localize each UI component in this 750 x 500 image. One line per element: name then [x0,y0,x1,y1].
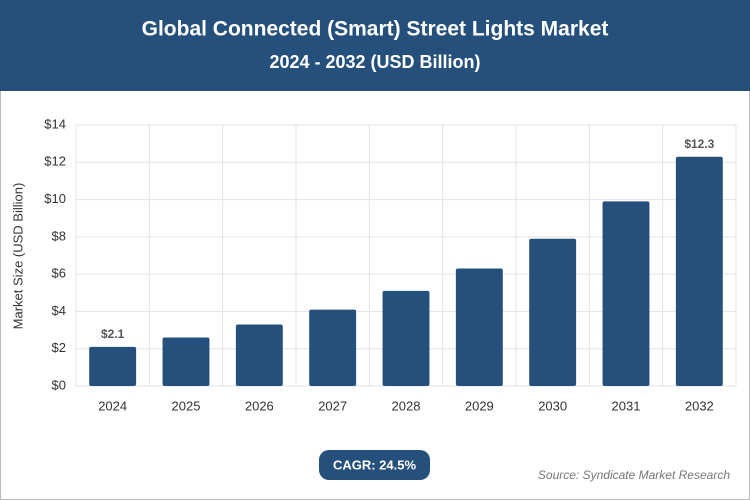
x-tick-label: 2031 [612,398,641,413]
bar [382,290,430,386]
bar [529,238,577,386]
cagr-text: CAGR: 24.5% [333,457,417,472]
y-tick-label: $10 [44,191,66,206]
x-tick-label: 2028 [392,398,421,413]
x-tick-label: 2030 [538,398,567,413]
y-tick-label: $0 [52,377,66,392]
chart-subtitle: 2024 - 2032 (USD Billion) [269,52,480,72]
y-tick-label: $4 [52,303,66,318]
y-tick-label: $14 [44,116,66,131]
cagr-badge [319,450,430,480]
bar [602,201,650,386]
bar [675,156,723,386]
bar [162,337,210,386]
x-tick-label: 2032 [685,398,714,413]
y-tick-label: $8 [52,228,66,243]
chart-title: Global Connected (Smart) Street Lights M… [142,18,609,41]
bar [455,268,503,386]
header [0,0,750,91]
value-label: $2.1 [101,327,125,341]
x-tick-label: 2027 [318,398,347,413]
value-label: $12.3 [684,137,714,151]
bar [309,309,357,386]
x-tick-label: 2025 [172,398,201,413]
source-text: Source: Syndicate Market Research [538,468,730,482]
y-tick-label: $12 [44,154,66,169]
x-tick-label: 2026 [245,398,274,413]
bar [89,346,137,386]
bar [235,324,283,386]
y-axis-label: Market Size (USD Billion) [10,183,25,330]
y-tick-label: $2 [52,340,66,355]
y-tick-label: $6 [52,266,66,281]
x-tick-label: 2029 [465,398,494,413]
x-tick-label: 2024 [98,398,127,413]
